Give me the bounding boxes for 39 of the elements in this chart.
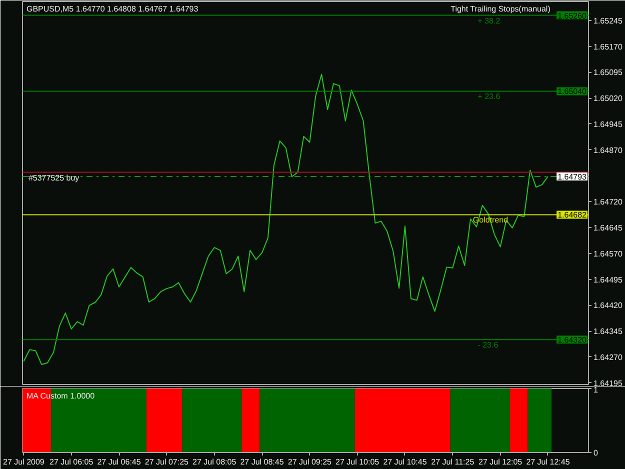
x-tick-label: 27 Jul 12:45 xyxy=(526,458,570,466)
ref-line-label: 1.65260 xyxy=(558,11,588,20)
y-tick-label: 1.64195 xyxy=(594,378,623,388)
chart-title: GBPUSD,M5 1.64770 1.64808 1.64767 1.64793 xyxy=(26,4,199,14)
x-tick-label: 27 Jul 08:05 xyxy=(192,458,237,466)
annotation: + 23.6 xyxy=(478,92,501,102)
y-tick-label: 1.65095 xyxy=(594,68,623,78)
y-tick-label: 1.64570 xyxy=(594,249,623,258)
x-tick-label: 27 Jul 08:45 xyxy=(240,458,284,466)
y-tick-label: 1.64645 xyxy=(594,224,623,233)
ref-line-label: 1.64320 xyxy=(558,336,588,345)
x-tick-label: 27 Jul 10:05 xyxy=(336,458,380,466)
x-tick-label: 27 Jul 07:25 xyxy=(144,458,190,466)
y-tick-label: 0 xyxy=(594,448,598,458)
annotation: - 23.6 xyxy=(478,340,499,350)
y-tick-label: 1.64870 xyxy=(594,146,623,155)
y-tick-label: 1.64720 xyxy=(594,198,623,207)
y-tick-label: 1.64495 xyxy=(594,275,623,284)
x-tick-label: 27 Jul 06:45 xyxy=(97,458,142,466)
ref-line-label: 1.65040 xyxy=(558,87,588,96)
y-tick-label: 1 xyxy=(594,386,598,394)
y-tick-label: 1.64945 xyxy=(594,120,623,129)
x-tick-label: 27 Jul 06:05 xyxy=(50,458,94,466)
y-tick-label: 1.64345 xyxy=(594,327,623,336)
x-tick-label: 27 Jul 11:25 xyxy=(431,458,475,466)
ref-line-label: 1.64793 xyxy=(558,172,588,182)
annotation: + 38.2 xyxy=(478,16,501,26)
ref-line-label: 1.64682 xyxy=(558,210,588,220)
y-tick-label: 1.64420 xyxy=(594,301,623,310)
x-tick-label: 27 Jul 10:45 xyxy=(383,458,428,466)
y-tick-label: 1.64270 xyxy=(594,352,623,362)
y-tick-label: 1.65245 xyxy=(594,16,623,26)
y-tick-label: 1.65020 xyxy=(594,94,623,104)
annotation: #5377525 buy xyxy=(28,173,80,182)
chart-subtitle: Tight Trailing Stops(manual) xyxy=(450,4,551,14)
x-tick-label: 27 Jul 2009 xyxy=(3,458,45,466)
x-tick-label: 27 Jul 09:25 xyxy=(288,458,332,466)
y-tick-label: 1.65170 xyxy=(594,42,623,52)
x-tick-label: 27 Jul 12:05 xyxy=(478,458,523,466)
